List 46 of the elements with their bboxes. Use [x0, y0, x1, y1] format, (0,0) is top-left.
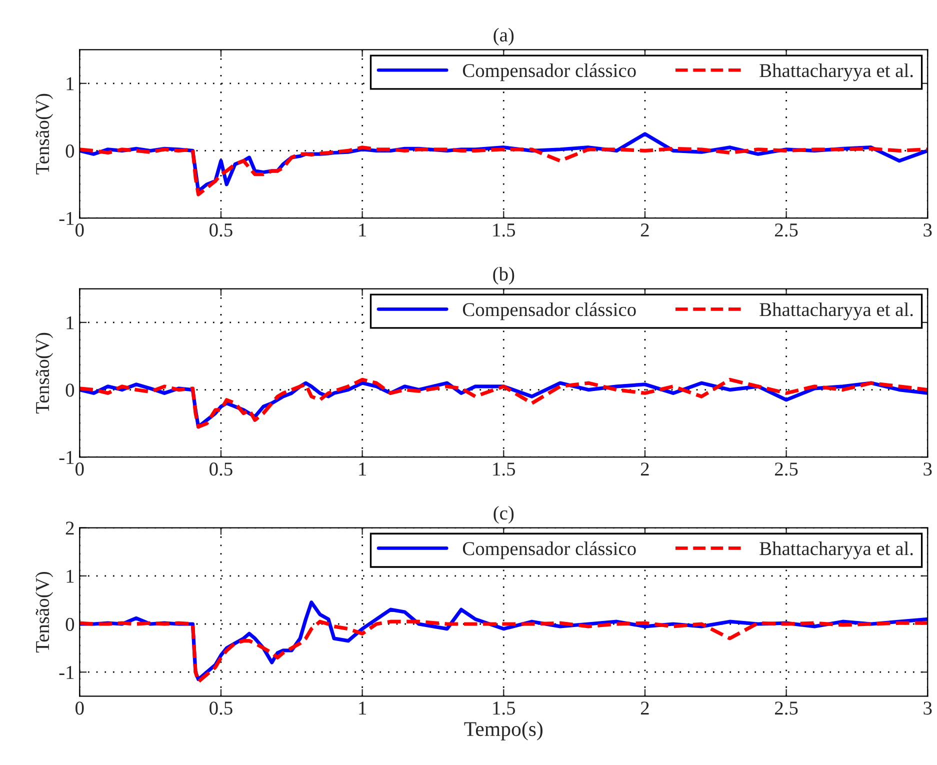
- y-tick-label: -1: [59, 666, 74, 679]
- x-tick-label: 1: [359, 224, 366, 236]
- legend-label: Compensador clássico: [462, 542, 636, 560]
- y-tick-label: 2: [66, 522, 74, 535]
- x-tick-label: 0.5: [210, 223, 232, 237]
- y-axis-title: Tensão(V): [35, 332, 54, 414]
- chart-title: (c): [494, 506, 514, 524]
- x-tick-label: 2.5: [775, 702, 798, 715]
- x-tick-label: 1: [359, 702, 366, 715]
- x-tick-label: 0: [76, 462, 84, 476]
- y-axis-title: Tensão(V): [35, 572, 54, 653]
- x-tick-label: 3: [924, 462, 932, 476]
- y-tick-label: -1: [59, 451, 74, 464]
- x-tick-label: 1: [359, 462, 366, 476]
- x-tick-label: 0: [76, 702, 84, 715]
- line-series: [80, 620, 928, 684]
- x-tick-label: 2.5: [775, 224, 798, 237]
- x-tick-label: 0: [76, 223, 84, 237]
- y-tick-label: 0: [66, 144, 74, 158]
- x-tick-label: 2: [640, 702, 649, 715]
- y-tick-label: -1: [59, 212, 74, 225]
- x-tick-label: 0.5: [210, 462, 232, 476]
- y-axis-title: Tensão(V): [35, 94, 54, 174]
- x-tick-label: 2: [640, 462, 649, 476]
- x-tick-label: 1.5: [493, 224, 516, 237]
- y-tick-label: 1: [66, 77, 74, 90]
- x-tick-label: 0.5: [210, 702, 232, 715]
- x-tick-label: 2.5: [775, 462, 798, 476]
- y-tick-label: 1: [66, 570, 74, 583]
- chart-title: (a): [494, 28, 514, 46]
- legend-label: Bhattacharyya et al.: [760, 63, 913, 82]
- line-series: [80, 146, 928, 196]
- x-axis-title: Tempo(s): [464, 721, 542, 740]
- legend-label: Bhattacharyya et al.: [760, 542, 913, 560]
- y-tick-label: 0: [66, 384, 74, 397]
- x-tick-label: 1.5: [493, 702, 516, 715]
- chart-title: (b): [493, 266, 514, 285]
- y-tick-label: 0: [66, 618, 74, 631]
- x-tick-label: 1.5: [493, 462, 516, 476]
- legend-label: Bhattacharyya et al.: [760, 302, 913, 320]
- x-tick-label: 2: [640, 224, 649, 236]
- y-tick-label: 1: [66, 316, 74, 330]
- legend-label: Compensador clássico: [462, 302, 636, 320]
- x-tick-label: 3: [924, 224, 932, 237]
- legend-label: Compensador clássico: [462, 63, 636, 82]
- x-tick-label: 3: [924, 702, 932, 715]
